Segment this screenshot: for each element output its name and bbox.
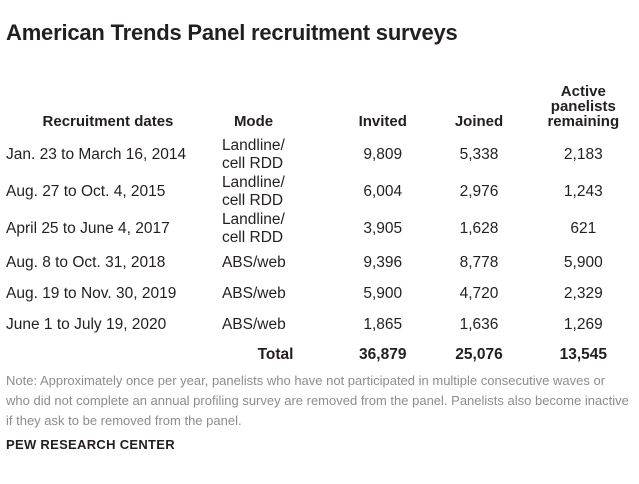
- total-active: 13,545: [559, 346, 608, 363]
- cell-invited: 1,865: [335, 309, 431, 341]
- column-header-mode: Mode: [233, 113, 274, 130]
- total-joined: 25,076: [455, 346, 503, 363]
- cell-empty: [0, 341, 216, 370]
- table-total-row: Total 36,879 25,076 13,545: [0, 341, 639, 370]
- column-header-joined: Joined: [454, 113, 504, 130]
- column-header-dates: Recruitment dates: [42, 113, 174, 130]
- cell-invited: 9,809: [335, 137, 431, 174]
- cell-joined: 8,778: [430, 247, 528, 279]
- cell-mode: Landline/cell RDD: [215, 173, 336, 211]
- cell-dates: Aug. 8 to Oct. 31, 2018: [0, 247, 216, 279]
- table-row: April 25 to June 4, 2017 Landline/cell R…: [0, 210, 639, 248]
- cell-active: 2,329: [527, 278, 639, 310]
- table-row: Aug. 19 to Nov. 30, 2019 ABS/web 5,900 4…: [0, 278, 639, 310]
- column-header-active: Active panelists remaining: [547, 83, 620, 130]
- cell-dates: Aug. 19 to Nov. 30, 2019: [0, 278, 216, 310]
- cell-active: 5,900: [527, 247, 639, 279]
- table-row: Aug. 8 to Oct. 31, 2018 ABS/web 9,396 8,…: [0, 247, 639, 279]
- cell-active: 2,183: [527, 137, 639, 174]
- page-title: American Trends Panel recruitment survey…: [6, 20, 458, 45]
- cell-active: 621: [527, 210, 639, 248]
- total-invited: 36,879: [359, 346, 407, 363]
- cell-dates: Aug. 27 to Oct. 4, 2015: [0, 173, 216, 211]
- total-label: Total: [257, 346, 294, 363]
- cell-mode: ABS/web: [215, 309, 336, 341]
- cell-invited: 3,905: [335, 210, 431, 248]
- cell-mode: ABS/web: [215, 278, 336, 310]
- cell-invited: 5,900: [335, 278, 431, 310]
- cell-invited: 9,396: [335, 247, 431, 279]
- cell-active: 1,243: [527, 173, 639, 211]
- cell-dates: June 1 to July 19, 2020: [0, 309, 216, 341]
- cell-mode: Landline/cell RDD: [215, 137, 336, 174]
- cell-joined: 1,628: [430, 210, 528, 248]
- table-row: June 1 to July 19, 2020 ABS/web 1,865 1,…: [0, 309, 639, 341]
- table-row: Aug. 27 to Oct. 4, 2015 Landline/cell RD…: [0, 173, 639, 211]
- cell-joined: 4,720: [430, 278, 528, 310]
- footnote: Note: Approximately once per year, panel…: [6, 373, 629, 428]
- source-credit: PEW RESEARCH CENTER: [6, 437, 175, 452]
- cell-invited: 6,004: [335, 173, 431, 211]
- cell-dates: April 25 to June 4, 2017: [0, 210, 216, 248]
- cell-joined: 2,976: [430, 173, 528, 211]
- table-header-row: Recruitment dates Mode Invited Joined Ac…: [0, 84, 639, 137]
- cell-mode: ABS/web: [215, 247, 336, 279]
- cell-dates: Jan. 23 to March 16, 2014: [0, 137, 216, 174]
- cell-joined: 1,636: [430, 309, 528, 341]
- cell-mode: Landline/cell RDD: [215, 210, 336, 248]
- column-header-invited: Invited: [358, 113, 407, 130]
- cell-active: 1,269: [527, 309, 639, 341]
- recruitment-table: Recruitment dates Mode Invited Joined Ac…: [0, 84, 639, 369]
- cell-joined: 5,338: [430, 137, 528, 174]
- table-row: Jan. 23 to March 16, 2014 Landline/cell …: [0, 137, 639, 174]
